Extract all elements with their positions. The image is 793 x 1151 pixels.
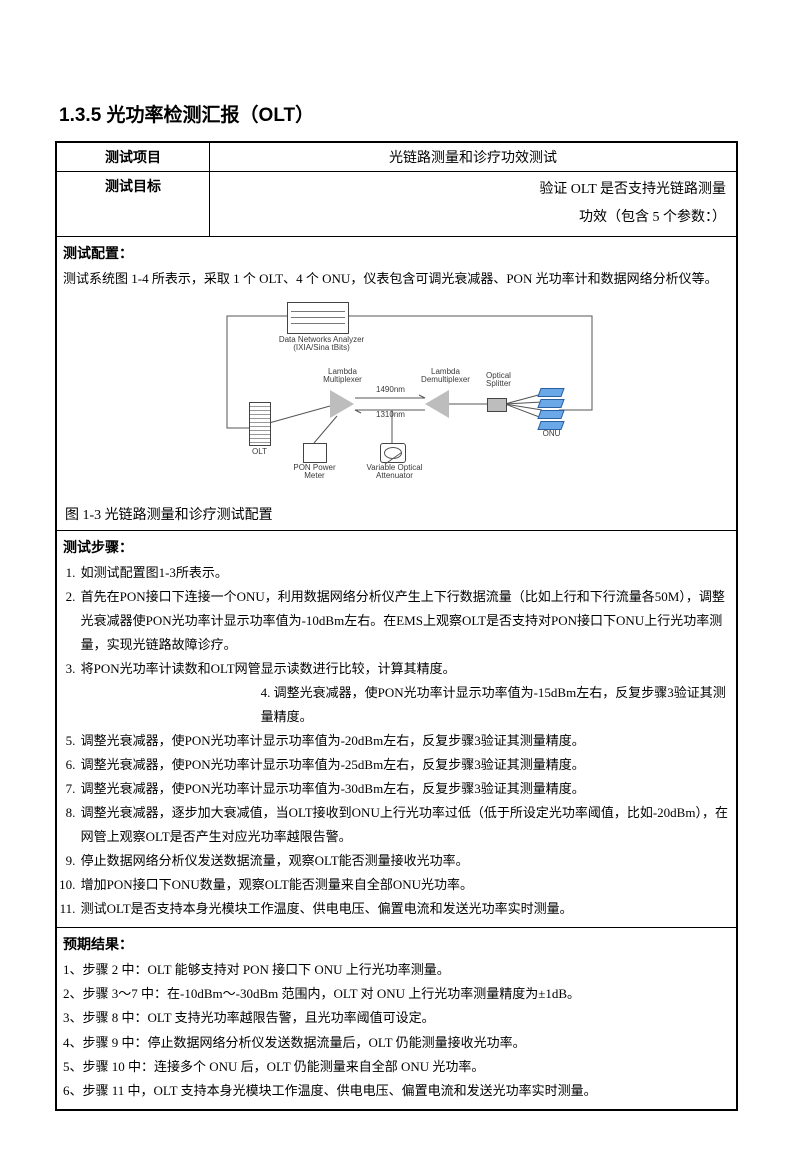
lambda-mux-label: LambdaMultiplexer [315,368,371,386]
expect-item: 4、步骤 9 中：停止数据网络分析仪发送数据流量后，OLT 仍能测量接收光功率。 [63,1031,730,1055]
onu-stack [539,388,563,430]
goal-line1: 验证 OLT 是否支持光链路测量 [539,182,726,197]
step-item: 如测试配置图1-3所表示。 [79,561,730,585]
steps-title: 测试步骤： [63,537,730,557]
splitter-label: OpticalSplitter [479,372,519,390]
splitter-icon [487,398,507,412]
step-item: 调整光衰减器，逐步加大衰减值，当OLT接收到ONU上行光功率过低（低于所设定光功… [79,801,730,849]
steps-list: 如测试配置图1-3所表示。 首先在PON接口下连接一个ONU，利用数据网络分析仪… [63,561,730,922]
olt-label: OLT [245,448,275,457]
voa-label: Variable OpticalAttenuator [365,464,425,482]
section-heading: 1.3.5 光功率检测汇报（OLT） [59,100,738,127]
expect-cell: 预期结果： 1、步骤 2 中：OLT 能够支持对 PON 接口下 ONU 上行光… [56,928,737,1110]
step-item: 增加PON接口下ONU数量，观察OLT能否测量来自全部ONU光功率。 [79,873,730,897]
expect-list: 1、步骤 2 中：OLT 能够支持对 PON 接口下 ONU 上行光功率测量。 … [63,958,730,1102]
config-title: 测试配置： [63,243,730,263]
expect-item: 3、步骤 8 中：OLT 支持光功率越限告警，且光功率阈值可设定。 [63,1006,730,1030]
step-item: 调整光衰减器，使PON光功率计显示功率值为-20dBm左右，反复步骤3验证其测量… [79,729,730,753]
spec-table: 测试项目 光链路测量和诊疗功效测试 测试目标 验证 OLT 是否支持光链路测量 … [55,141,738,1111]
steps-cell: 测试步骤： 如测试配置图1-3所表示。 首先在PON接口下连接一个ONU，利用数… [56,530,737,928]
row-test-item-label: 测试项目 [56,142,210,172]
analyzer-label: Data Networks Analyzer(IXIA/Sina tBits) [272,336,372,354]
expect-item: 2、步骤 3～7 中：在-10dBm～-30dBm 范围内，OLT 对 ONU … [63,982,730,1006]
onu-label: ONU [537,430,567,439]
expect-title: 预期结果： [63,934,730,954]
lambda-demux-label: LambdaDemultiplexer [415,368,477,386]
wl-1310: 1310nm [373,411,409,420]
topology-diagram: Data Networks Analyzer(IXIA/Sina tBits) … [187,298,607,498]
pon-meter-icon [303,443,327,463]
step-item: 调整光衰减器，使PON光功率计显示功率值为-25dBm左右，反复步骤3验证其测量… [79,753,730,777]
config-text: 测试系统图 1-4 所表示，采取 1 个 OLT、4 个 ONU，仪表包含可调光… [63,267,730,292]
analyzer-icon [287,302,349,334]
config-cell: 测试配置： 测试系统图 1-4 所表示，采取 1 个 OLT、4 个 ONU，仪… [56,237,737,531]
step-item: 将PON光功率计读数和OLT网管显示读数进行比较，计算其精度。 [79,657,730,681]
row-test-goal-value: 验证 OLT 是否支持光链路测量 功效（包含 5 个参数：） [210,172,738,237]
step-item: 停止数据网络分析仪发送数据流量，观察OLT能否测量接收光功率。 [79,849,730,873]
step-item: 调整光衰减器，使PON光功率计显示功率值为-15dBm左右，反复步骤3验证其测量… [259,681,730,729]
olt-icon [249,402,271,446]
expect-item: 6、步骤 11 中，OLT 支持本身光模块工作温度、供电电压、偏置电流和发送光功… [63,1079,730,1103]
row-test-goal-label: 测试目标 [56,172,210,237]
expect-item: 5、步骤 10 中：连接多个 ONU 后，OLT 仍能测量来自全部 ONU 光功… [63,1055,730,1079]
goal-line2: 功效（包含 5 个参数：） [579,210,726,225]
step-item: 调整光衰减器，使PON光功率计显示功率值为-30dBm左右，反复步骤3验证其测量… [79,777,730,801]
voa-icon [380,443,406,463]
row-test-item-value: 光链路测量和诊疗功效测试 [210,142,738,172]
lambda-demux-icon [425,390,449,418]
expect-item: 1、步骤 2 中：OLT 能够支持对 PON 接口下 ONU 上行光功率测量。 [63,958,730,982]
figure-caption: 图 1-3 光链路测量和诊疗测试配置 [65,504,730,524]
step-item: 测试OLT是否支持本身光模块工作温度、供电电压、偏置电流和发送光功率实时测量。 [79,897,730,921]
wl-1490: 1490nm [373,386,409,395]
lambda-mux-icon [330,390,354,418]
step-item: 首先在PON接口下连接一个ONU，利用数据网络分析仪产生上下行数据流量（比如上行… [79,585,730,657]
pon-meter-label: PON PowerMeter [291,464,339,482]
